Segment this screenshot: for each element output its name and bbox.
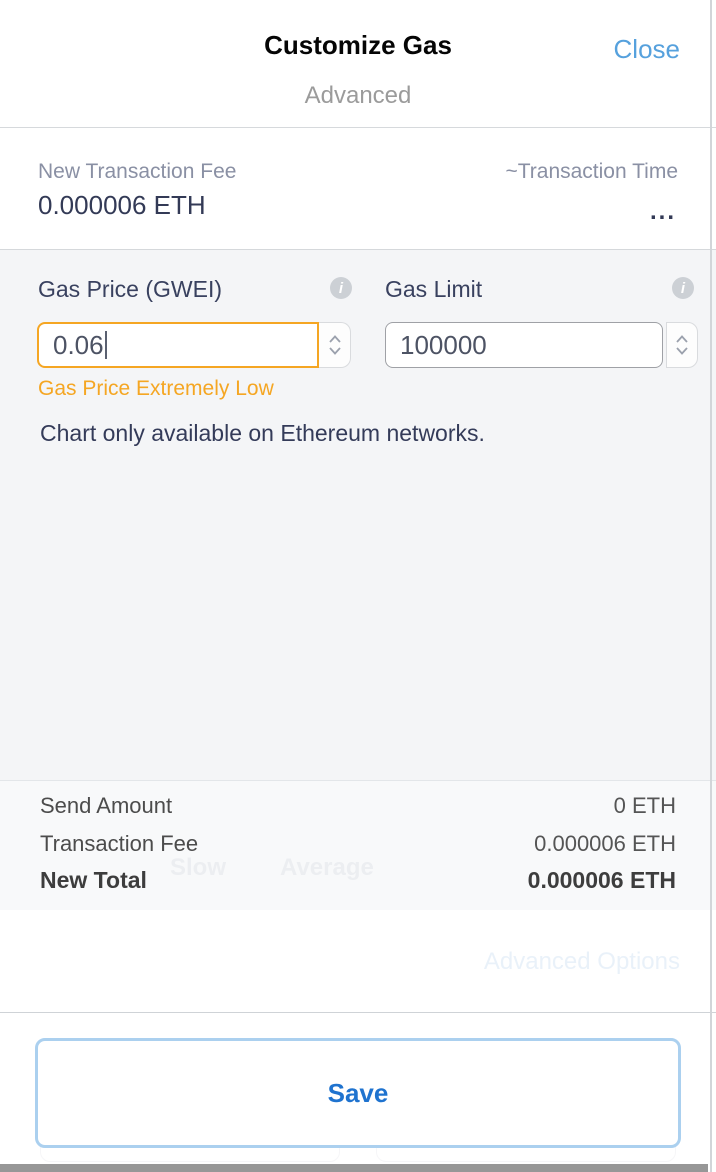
text-cursor — [104, 331, 107, 359]
gas-limit-value: 100000 — [400, 329, 487, 360]
table-row: New Total 0.000006 ETH — [40, 867, 676, 894]
new-total-label: New Total — [40, 867, 147, 893]
new-transaction-fee-value: 0.000006 ETH — [38, 190, 206, 220]
gas-price-input[interactable]: 0.06 — [37, 322, 319, 368]
gas-limit-label: Gas Limit — [385, 276, 483, 302]
window-right-edge — [710, 0, 712, 1172]
close-button[interactable]: Close — [613, 34, 680, 64]
table-row: Transaction Fee 0.000006 ETH — [40, 831, 676, 857]
gas-limit-info-icon[interactable]: i — [672, 277, 694, 299]
transaction-time-value: ... — [649, 198, 676, 225]
transaction-fee-value: 0.000006 ETH — [534, 831, 676, 856]
chevron-up-icon — [676, 335, 688, 343]
chart-unavailable-notice: Chart only available on Ethereum network… — [40, 420, 485, 446]
gas-limit-input[interactable]: 100000 — [385, 322, 663, 368]
ghost-advanced-options: Advanced Options — [483, 948, 680, 975]
footer-divider — [0, 1012, 716, 1013]
totals-section: Send Amount 0 ETH Transaction Fee 0.0000… — [0, 780, 716, 910]
modal-header: Customize Gas Close Advanced — [0, 0, 716, 128]
chevron-down-icon — [676, 347, 688, 355]
home-indicator-bar — [0, 1164, 708, 1172]
new-total-value: 0.000006 ETH — [527, 867, 676, 893]
gas-price-value: 0.06 — [53, 329, 104, 360]
fee-strip: New Transaction Fee 0.000006 ETH ~Transa… — [0, 128, 716, 250]
new-transaction-fee-label: New Transaction Fee — [38, 160, 237, 183]
chevron-up-icon — [328, 335, 341, 343]
page-title: Customize Gas — [264, 30, 452, 60]
table-row: Send Amount 0 ETH — [40, 793, 676, 819]
gas-price-label: Gas Price (GWEI) — [38, 276, 223, 302]
send-amount-label: Send Amount — [40, 793, 173, 818]
gas-price-warning: Gas Price Extremely Low — [38, 377, 274, 400]
save-button[interactable]: Save — [35, 1038, 681, 1148]
gas-price-info-icon[interactable]: i — [330, 277, 352, 299]
save-button-label: Save — [327, 1077, 389, 1108]
send-amount-value: 0 ETH — [613, 793, 676, 818]
transaction-fee-label: Transaction Fee — [40, 831, 199, 856]
transaction-time-label: ~Transaction Time — [505, 160, 678, 183]
mode-subtitle: Advanced — [304, 82, 412, 109]
chevron-down-icon — [328, 347, 341, 355]
gas-price-stepper[interactable] — [319, 322, 351, 368]
gas-form-section: Gas Price (GWEI) i Gas Limit i 0.06 1000… — [0, 250, 716, 780]
gas-limit-stepper[interactable] — [666, 322, 698, 368]
